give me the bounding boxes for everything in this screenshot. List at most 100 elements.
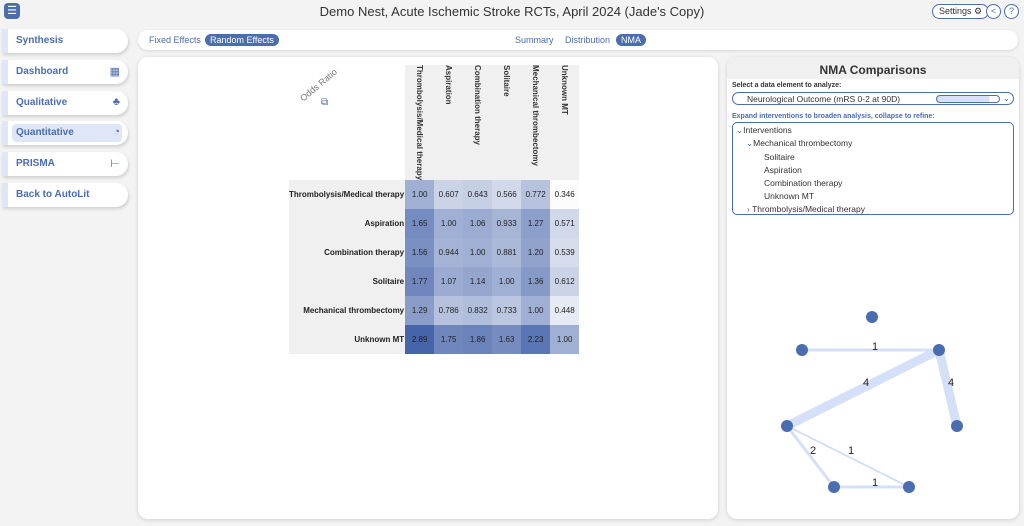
flowchart-icon: ⊢ bbox=[110, 158, 120, 170]
table-row: Combination therapy 1.56 0.944 1.00 0.881 1.2… bbox=[289, 238, 580, 268]
table-cell: 1.06 bbox=[463, 209, 493, 239]
tree-node-aspiration[interactable]: Aspiration bbox=[764, 165, 802, 175]
table-cell: 0.346 bbox=[550, 180, 580, 210]
tabs-bar: Fixed Effects Random Effects Summary Dis… bbox=[138, 30, 1018, 50]
table-cell: 1.00 bbox=[434, 209, 464, 239]
table-cell: 1.07 bbox=[434, 267, 464, 297]
row-header: Unknown MT bbox=[289, 325, 406, 355]
help-icon[interactable]: ? bbox=[1004, 4, 1019, 19]
edge-label: 1 bbox=[872, 341, 878, 353]
table-cell: 0.772 bbox=[521, 180, 551, 210]
edge bbox=[786, 425, 910, 488]
sidebar-item-qualitative[interactable]: Qualitative ♣ bbox=[2, 91, 128, 115]
loading-bar bbox=[936, 95, 1000, 103]
row-header: Thrombolysis/Medical therapy bbox=[289, 180, 406, 210]
tree-node-mechanical-thrombectomy[interactable]: ⌄Mechanical thrombectomy bbox=[746, 138, 853, 148]
table-cell: 1.77 bbox=[405, 267, 435, 297]
table-cell: 1.00 bbox=[521, 296, 551, 326]
row-header: Solitaire bbox=[289, 267, 406, 297]
edge bbox=[782, 345, 944, 431]
table-cell: 0.539 bbox=[550, 238, 580, 268]
table-cell: 1.86 bbox=[463, 325, 493, 355]
tab-summary[interactable]: Summary bbox=[515, 35, 554, 45]
column-header: Thrombolysis/Medical therapy bbox=[405, 65, 435, 181]
chevron-down-icon: ⌄ bbox=[736, 125, 744, 135]
table-cell: 1.63 bbox=[492, 325, 522, 355]
interventions-tree: ⌄Interventions ⌄Mechanical thrombectomy … bbox=[732, 122, 1014, 215]
table-cell: 1.27 bbox=[521, 209, 551, 239]
share-icon[interactable]: < bbox=[986, 4, 1001, 19]
tab-fixed-effects[interactable]: Fixed Effects bbox=[149, 35, 201, 45]
table-cell: 0.933 bbox=[492, 209, 522, 239]
table-cell: 2.89 bbox=[405, 325, 435, 355]
tree-node-thrombolysis[interactable]: › Thrombolysis/Medical therapy bbox=[747, 204, 865, 214]
table-cell: 1.20 bbox=[521, 238, 551, 268]
nma-panel: NMA Comparisons bbox=[727, 57, 1019, 519]
table-cell: 0.612 bbox=[550, 267, 580, 297]
sidebar-item-quantitative[interactable]: Quantitative ◔ bbox=[2, 121, 128, 145]
column-header: Unknown MT bbox=[550, 65, 580, 181]
gear-icon: ⚙ bbox=[974, 6, 983, 16]
tree-node-interventions[interactable]: ⌄Interventions bbox=[736, 125, 792, 135]
top-bar: ☰ Demo Nest, Acute Ischemic Stroke RCTs,… bbox=[0, 0, 1024, 23]
copy-icon[interactable]: ⧉ bbox=[321, 97, 329, 108]
node bbox=[951, 420, 963, 432]
tab-distribution[interactable]: Distribution bbox=[565, 35, 611, 45]
tree-node-unknown-mt[interactable]: Unknown MT bbox=[764, 191, 815, 201]
node bbox=[933, 344, 945, 356]
page-title: Demo Nest, Acute Ischemic Stroke RCTs, A… bbox=[319, 4, 705, 19]
table-cell: 0.566 bbox=[492, 180, 522, 210]
edge bbox=[785, 424, 836, 489]
sidebar-item-synthesis[interactable]: Synthesis bbox=[2, 29, 128, 53]
tree-node-combination-therapy[interactable]: Combination therapy bbox=[764, 178, 843, 188]
tab-nma[interactable]: NMA bbox=[616, 34, 646, 46]
league-table: Thrombolysis/Medical therapy Aspiration Co… bbox=[289, 65, 580, 355]
table-row: Mechanical thrombectomy 1.29 0.786 0.832 0.7… bbox=[289, 296, 580, 326]
column-header: Solitaire bbox=[492, 65, 522, 181]
qualitative-icon: ♣ bbox=[112, 96, 120, 108]
table-cell: 1.75 bbox=[434, 325, 464, 355]
tree-node-solitaire[interactable]: Solitaire bbox=[764, 152, 795, 162]
table-cell: 0.881 bbox=[492, 238, 522, 268]
table-cell: 0.571 bbox=[550, 209, 580, 239]
edge-label: 1 bbox=[848, 445, 854, 457]
edge-label: 4 bbox=[863, 377, 869, 389]
column-header: Combination therapy bbox=[463, 65, 493, 181]
table-row: Solitaire 1.77 1.07 1.14 1.00 1.36 0.612 bbox=[289, 267, 580, 297]
sidebar-item-prisma[interactable]: PRISMA ⊢ bbox=[2, 152, 128, 176]
dashboard-icon: ▦ bbox=[109, 66, 120, 78]
table-cell: 0.832 bbox=[463, 296, 493, 326]
select-label: Select a data element to analyze: bbox=[732, 82, 842, 89]
chevron-right-icon: › bbox=[747, 204, 750, 214]
table-cell: 1.00 bbox=[405, 180, 435, 210]
edge-label: 4 bbox=[948, 377, 954, 389]
table-cell: 1.14 bbox=[463, 267, 493, 297]
edge-label: 1 bbox=[872, 477, 878, 489]
chevron-down-icon: ⌄ bbox=[1002, 93, 1010, 103]
column-header: Mechanical thrombectomy bbox=[521, 65, 551, 181]
table-cell: 0.786 bbox=[434, 296, 464, 326]
table-cell: 1.00 bbox=[550, 325, 580, 355]
data-element-select[interactable]: Neurological Outcome (mRS 0-2 at 90D) ⌄ bbox=[732, 92, 1014, 105]
table-cell: 1.00 bbox=[463, 238, 493, 268]
settings-button[interactable]: Settings ⚙ bbox=[932, 4, 990, 19]
node bbox=[796, 344, 808, 356]
chevron-down-icon: ⌄ bbox=[746, 138, 754, 148]
menu-button[interactable]: ☰ bbox=[4, 3, 20, 19]
node bbox=[866, 311, 878, 323]
tab-random-effects[interactable]: Random Effects bbox=[205, 34, 279, 46]
table-cell: 1.56 bbox=[405, 238, 435, 268]
nma-title: NMA Comparisons bbox=[819, 63, 927, 77]
table-cell: 1.00 bbox=[492, 267, 522, 297]
table-cell: 1.36 bbox=[521, 267, 551, 297]
row-header: Combination therapy bbox=[289, 238, 406, 268]
sidebar-item-back-to-autolit[interactable]: Back to AutoLit bbox=[2, 183, 128, 207]
table-cell: 2.23 bbox=[521, 325, 551, 355]
table-cell: 0.643 bbox=[463, 180, 493, 210]
network-graph: 1 4 4 2 1 1 bbox=[781, 311, 963, 493]
pie-chart-icon: ◔ bbox=[113, 126, 120, 138]
table-cell: 1.65 bbox=[405, 209, 435, 239]
edge bbox=[934, 345, 962, 431]
row-header: Mechanical thrombectomy bbox=[289, 296, 406, 326]
